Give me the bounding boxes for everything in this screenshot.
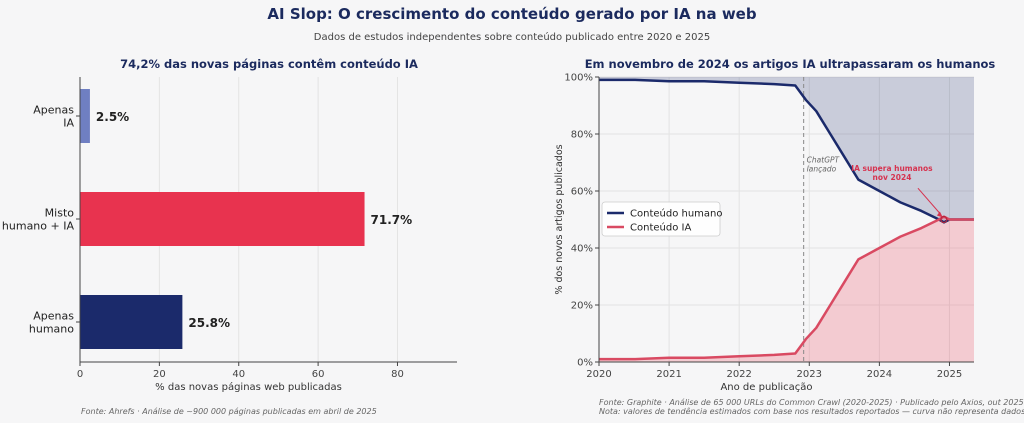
- x-axis-label: Ano de publicação: [720, 382, 812, 393]
- y-category-label: Apenas: [33, 310, 74, 323]
- legend-label: Conteúdo humano: [630, 208, 723, 220]
- annotation-arrowhead: [936, 211, 943, 218]
- y-category-label: humano + IA: [2, 220, 75, 233]
- bar: [80, 89, 90, 143]
- x-tick-label: 2024: [867, 369, 892, 380]
- legend-box: [601, 201, 721, 237]
- right-chart-title: Em novembro de 2024 os artigos IA ultrap…: [584, 57, 996, 71]
- bar: [80, 295, 183, 349]
- y-tick-label: 0%: [577, 358, 593, 369]
- human-area-fill: [599, 77, 974, 223]
- x-tick-label: 2022: [726, 369, 751, 380]
- bar-value-label: 2.5%: [96, 110, 129, 124]
- x-tick-label: 40: [232, 369, 245, 380]
- y-tick-label: 100%: [564, 73, 593, 84]
- y-category-label: IA: [63, 117, 74, 130]
- x-axis-label: % das novas páginas web publicadas: [155, 381, 342, 393]
- y-tick-label: 40%: [571, 244, 593, 255]
- left-footnote: Fonte: Ahrefs · Análise de ~900 000 pági…: [81, 407, 377, 416]
- y-category-label: Misto: [45, 207, 75, 220]
- y-axis-label: % dos novos artigos publicados: [554, 144, 565, 294]
- x-tick-label: 80: [391, 369, 404, 380]
- right-line-chart: 0% 20% 40% 60% 80% 100% 2020 2021 2022 2023 2024 20…: [554, 73, 974, 393]
- bar-value-label: 71.7%: [371, 213, 413, 227]
- chatgpt-label: lançado: [807, 165, 837, 174]
- x-tick-label: 2023: [797, 369, 822, 380]
- x-tick-label: 60: [312, 369, 325, 380]
- main-subtitle: Dados de estudos independentes sobre con…: [313, 32, 711, 43]
- x-tick-label: 2020: [586, 369, 611, 380]
- main-title: AI Slop: O crescimento do conteúdo gerad…: [267, 5, 757, 23]
- y-category-label: humano: [29, 323, 74, 336]
- right-footnote-note: Nota: valores de tendência estimados com…: [599, 407, 1024, 416]
- right-footnote-source: Fonte: Graphite · Análise de 65 000 URLs…: [599, 398, 1024, 407]
- y-tick-label: 80%: [571, 130, 593, 141]
- y-tick-label: 60%: [571, 187, 593, 198]
- x-tick-label: 20: [153, 369, 166, 380]
- legend-label: Conteúdo IA: [630, 222, 691, 234]
- bar-value-label: 25.8%: [188, 316, 230, 330]
- annotation-label: IA supera humanos: [851, 164, 933, 173]
- chatgpt-label: ChatGPT: [807, 156, 841, 165]
- annotation-arrow: [917, 187, 942, 215]
- annotation-label: nov 2024: [873, 173, 912, 182]
- ai-area-fill: [599, 216, 974, 362]
- x-tick-label: 0: [77, 369, 83, 380]
- bar: [80, 192, 365, 246]
- ai-series-line: [599, 215, 974, 361]
- x-tick-label: 2025: [937, 369, 962, 380]
- left-chart-title: 74,2% das novas páginas contêm conteúdo …: [120, 57, 418, 71]
- y-tick-label: 20%: [571, 301, 593, 312]
- annotation-marker: [940, 215, 948, 224]
- x-tick-label: 2021: [656, 369, 681, 380]
- y-category-label: Apenas: [33, 104, 74, 117]
